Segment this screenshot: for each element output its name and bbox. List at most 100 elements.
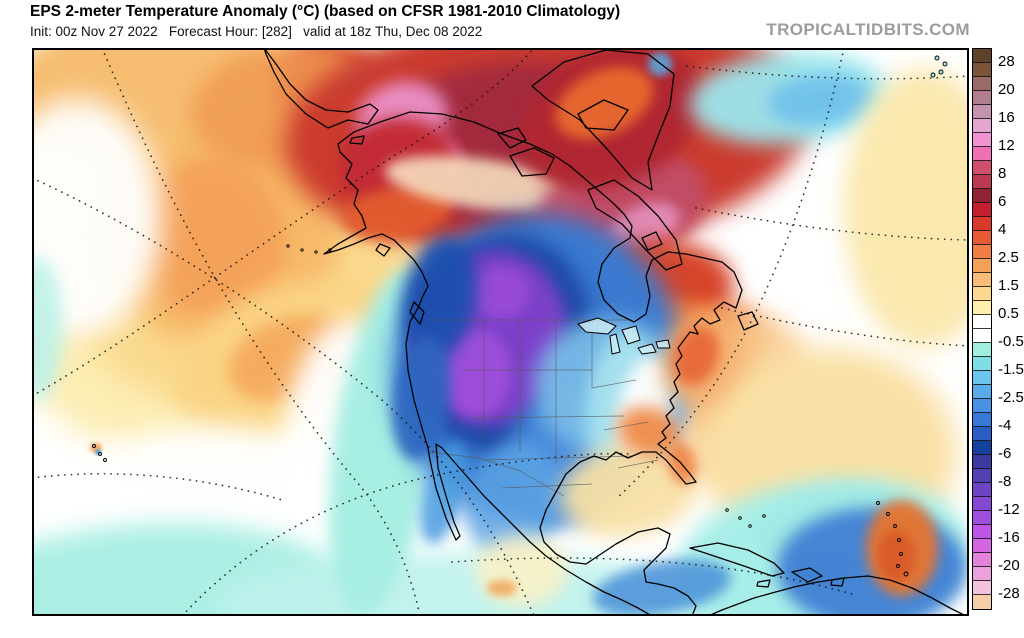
map-border: [32, 48, 969, 616]
anomaly-region-transition-speckle-band: [384, 155, 580, 213]
colorbar-tick-label: 2.5: [998, 249, 1019, 266]
colorbar-tick-label: -2.5: [998, 389, 1024, 406]
colorbar-tick-label: -28: [998, 585, 1020, 602]
anomaly-region-mexico-pale-center: [476, 534, 568, 606]
colorbar-tick-label: -20: [998, 557, 1020, 574]
colorbar-segment: [973, 161, 991, 175]
anomaly-map-svg: [32, 48, 969, 616]
anomaly-region-right-yellow-edge: [844, 68, 968, 348]
colorbar-tick-label: -6: [998, 445, 1012, 462]
anomaly-region-midatl-orange: [672, 326, 720, 386]
colorbar-tick-label: 12: [998, 137, 1015, 154]
colorbar-segment: [973, 245, 991, 259]
colorbar-segment: [973, 119, 991, 133]
colorbar-segment: [973, 539, 991, 553]
colorbar-segment: [973, 511, 991, 525]
anomaly-region-purple-bright-2: [470, 267, 530, 319]
coastline-hispaniola: [791, 567, 823, 583]
colorbar-tick-label: -0.5: [998, 333, 1024, 350]
graticule-line: [33, 472, 283, 501]
colorbar-segment: [973, 147, 991, 161]
colorbar-segment: [973, 91, 991, 105]
colorbar-segment: [973, 441, 991, 455]
coastline-chukotka: [263, 49, 379, 129]
colorbar-segment: [973, 273, 991, 287]
colorbar-tick-label: -4: [998, 417, 1012, 434]
graticule-line: [33, 49, 534, 397]
colorbar-segment: [973, 287, 991, 301]
anomaly-region-pnw-darkblue: [402, 236, 478, 360]
graticule-lines: [33, 49, 968, 615]
coastline-cuba: [689, 542, 785, 577]
colorbar-tick-label: 8: [998, 165, 1007, 182]
anomaly-region-purple-bright-1: [443, 329, 511, 417]
colorbar-segment: [973, 301, 991, 315]
anomaly-region-bottomleft-cyan: [33, 523, 342, 615]
anomaly-region-natl-blue-core: [768, 73, 872, 127]
colorbar-segment: [973, 175, 991, 189]
anomaly-shading-layer: [33, 49, 968, 615]
coastline-vancouver-island: [409, 301, 425, 325]
coastline-ellesmere-island: [577, 99, 629, 131]
colorbar-segment: [973, 581, 991, 595]
colorbar-segment: [973, 343, 991, 357]
great-lakes: [577, 317, 671, 355]
coastline-southampton-island: [641, 231, 663, 251]
colorbar-segment: [973, 399, 991, 413]
anomaly-region-pacific-core-deep: [141, 156, 287, 320]
coastline-south-america: [709, 575, 965, 615]
colorbar-segment: [973, 329, 991, 343]
anomaly-region-greenland-orange-core: [554, 66, 654, 140]
colorbar-tick-label: -1.5: [998, 361, 1024, 378]
anomaly-region-se-orange: [617, 406, 681, 456]
colorbar-segment: [973, 385, 991, 399]
colorbar-segment: [973, 315, 991, 329]
graticule-line: [182, 452, 633, 615]
colorbar-tick-label: 28: [998, 53, 1015, 70]
anomaly-region-corner-white-nw: [33, 98, 162, 338]
graticule-line: [695, 207, 968, 241]
colorbar-segment: [973, 469, 991, 483]
colorbar-segment: [973, 413, 991, 427]
colorbar-tick-label: 4: [998, 221, 1007, 238]
coastline-st-lawrence-island: [349, 135, 365, 145]
colorbar-segment: [973, 189, 991, 203]
anomaly-map: [32, 48, 969, 616]
anomaly-region-alaska-orange-s: [341, 186, 453, 240]
colorbar-segment: [973, 553, 991, 567]
anomaly-region-hawaii-blue-dot: [95, 449, 101, 455]
colorbar-tick-label: 6: [998, 193, 1007, 210]
colorbar-segment: [973, 63, 991, 77]
colorbar-segment: [973, 77, 991, 91]
colorbar-tick-label: 1.5: [998, 277, 1019, 294]
island-dots: [92, 55, 948, 577]
coastline-victoria-island: [509, 147, 555, 177]
coastline-baffin-island: [587, 179, 683, 271]
colorbar-tick-label: 20: [998, 81, 1015, 98]
colorbar-segment: [973, 49, 991, 63]
colorbar-segment: [973, 427, 991, 441]
colorbar-tick-label: 0.5: [998, 305, 1019, 322]
coastlines: [263, 49, 965, 615]
colorbar-segment: [973, 497, 991, 511]
anomaly-region-mexico-orange-spot: [487, 580, 517, 596]
anomaly-region-gulf-paleorange: [559, 443, 699, 537]
coastline-newfoundland: [737, 311, 759, 331]
colorbar-tick-label: 16: [998, 109, 1015, 126]
colorbar-segment: [973, 525, 991, 539]
colorbar-segment: [973, 105, 991, 119]
colorbar-segment: [973, 259, 991, 273]
colorbar-segment: [973, 595, 991, 609]
colorbar-segment: [973, 371, 991, 385]
colorbar-segment: [973, 133, 991, 147]
anomaly-colorbar: [972, 48, 992, 610]
colorbar-segment: [973, 217, 991, 231]
colorbar-segment: [973, 231, 991, 245]
colorbar-segment: [973, 567, 991, 581]
forecast-init-line: Init: 00z Nov 27 2022 Forecast Hour: [28…: [30, 24, 483, 39]
anomaly-region-mexico-blue: [464, 443, 564, 557]
coastline-banks-island: [497, 127, 527, 149]
page-title: EPS 2-meter Temperature Anomaly (°C) (ba…: [30, 3, 621, 20]
anomaly-region-left-edge-cyan: [33, 256, 63, 400]
coastline-mainland: [323, 111, 743, 615]
